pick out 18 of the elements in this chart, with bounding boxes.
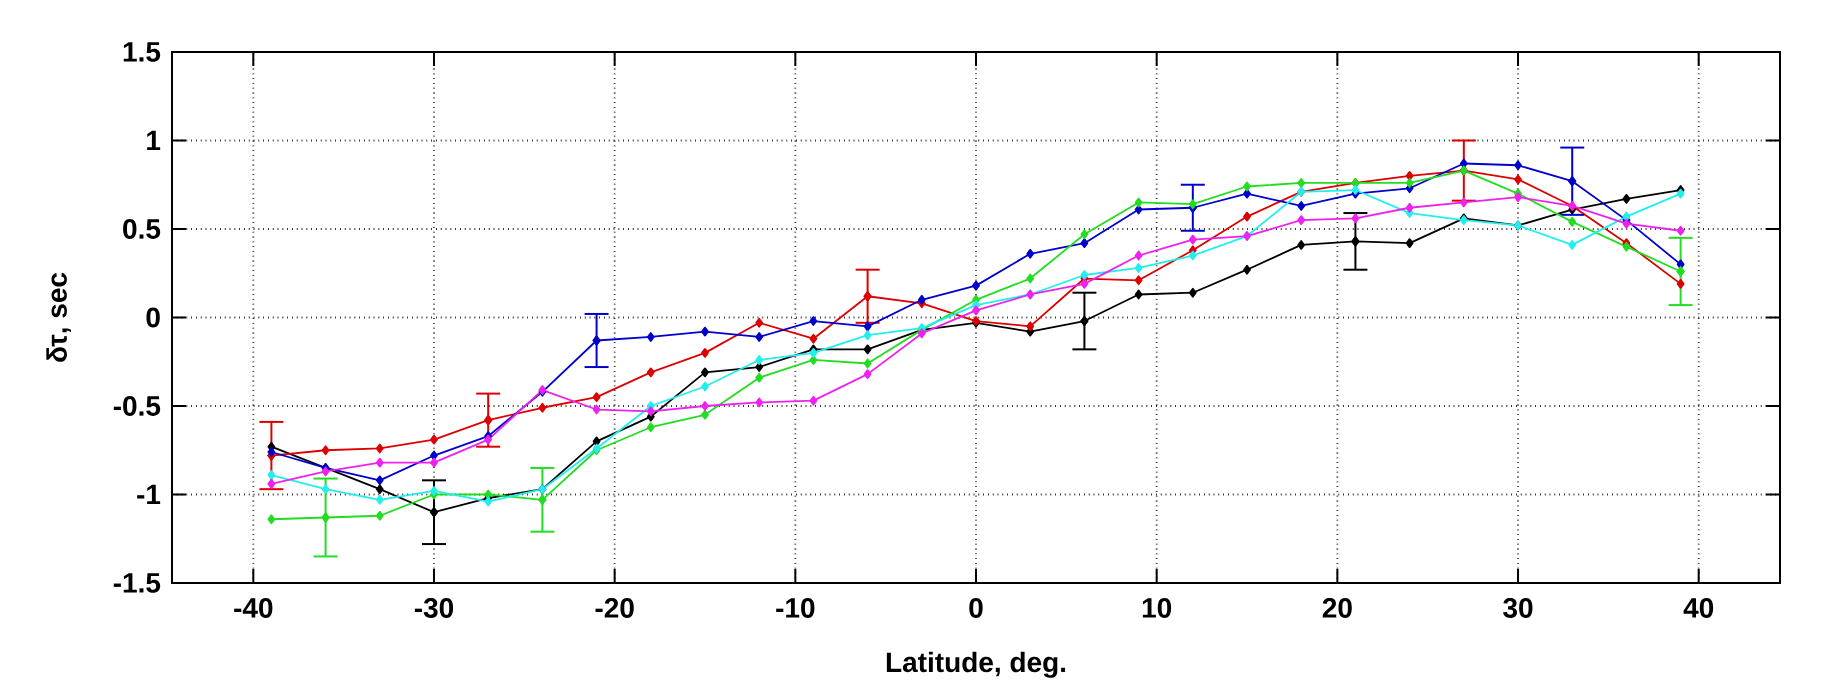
x-tick-label: 20 bbox=[1322, 598, 1352, 618]
y-tick-label: -1 bbox=[137, 484, 161, 505]
y-tick-label: -1.5 bbox=[113, 573, 161, 593]
x-axis-title: Latitude, deg. bbox=[886, 651, 1066, 678]
x-tick-label: -20 bbox=[595, 598, 634, 618]
x-tick-label: 40 bbox=[1683, 598, 1714, 618]
y-tick-label: 1 bbox=[147, 130, 161, 151]
x-tick-label: 0 bbox=[969, 598, 983, 618]
y-axis-title: δτ, sec bbox=[46, 272, 71, 362]
y-tick-label: 0 bbox=[146, 307, 160, 328]
x-tick-label: -40 bbox=[234, 598, 273, 618]
x-tick-label: 30 bbox=[1503, 598, 1533, 618]
x-tick-label: -30 bbox=[414, 598, 454, 618]
x-tick-label: 10 bbox=[1142, 598, 1172, 618]
y-tick-label: -0.5 bbox=[113, 396, 161, 416]
x-tick-label: -10 bbox=[776, 598, 815, 618]
y-tick-label: 1.5 bbox=[123, 42, 161, 62]
y-tick-label: 0.5 bbox=[123, 219, 161, 239]
